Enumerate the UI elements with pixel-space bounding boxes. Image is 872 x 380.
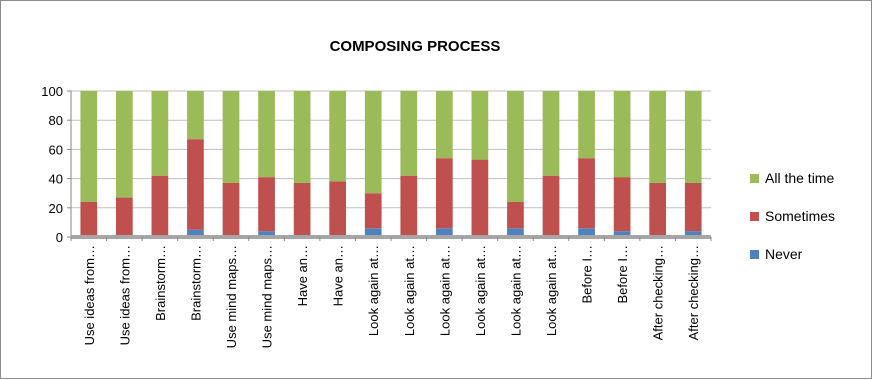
- bar-segment-sometimes: [364, 193, 382, 229]
- bar-segment-sometimes: [578, 158, 595, 229]
- chart-title: COMPOSING PROCESS: [330, 38, 501, 55]
- legend-swatch: [750, 212, 759, 221]
- bar-segment-sometimes: [471, 159, 489, 237]
- bar-segment-all-the-time: [151, 91, 169, 176]
- x-category-label: Look again at…: [366, 245, 381, 336]
- legend: All the time Sometimes Never: [750, 170, 835, 262]
- bar-segment-all-the-time: [684, 91, 702, 183]
- x-category-label: Use ideas from…: [82, 245, 97, 345]
- bar-segment-all-the-time: [578, 91, 595, 159]
- bar-segment-sometimes: [507, 201, 524, 229]
- bar-segment-all-the-time: [329, 91, 347, 182]
- x-category-label: Brainstorm…: [188, 245, 203, 321]
- bar-segment-all-the-time: [613, 91, 631, 178]
- bar-segment-all-the-time: [80, 91, 98, 202]
- bar-segment-all-the-time: [222, 91, 240, 183]
- y-tick-label: 0: [56, 230, 63, 245]
- bar-segment-never: [187, 229, 204, 237]
- x-axis-labels: Use ideas from… Use ideas from… Brainstorm…: [82, 245, 701, 348]
- y-tick-label: 20: [49, 201, 63, 216]
- bar-segment-sometimes: [151, 175, 169, 237]
- y-tick-label: 100: [41, 84, 63, 99]
- axes: [70, 91, 712, 241]
- bar-segment-all-the-time: [364, 91, 382, 194]
- x-category-label: Use mind maps…: [260, 245, 275, 348]
- x-category-label: Look again at…: [402, 245, 417, 336]
- bar-segment-never: [435, 228, 453, 237]
- bar-segment-all-the-time: [400, 91, 418, 176]
- bar-segment-sometimes: [684, 182, 702, 232]
- x-category-label: Look again at…: [544, 245, 559, 336]
- bar-segment-never: [684, 231, 702, 237]
- x-category-label: Look again at…: [473, 245, 488, 336]
- bar-segment-never: [578, 228, 595, 237]
- y-tick-label: 60: [49, 142, 63, 157]
- bar-segment-never: [364, 228, 382, 237]
- legend-label: Never: [765, 246, 803, 262]
- bar-segment-sometimes: [80, 201, 98, 237]
- bar-segment-sometimes: [329, 181, 347, 237]
- bar-segment-sometimes: [613, 177, 631, 232]
- bar-segment-sometimes: [258, 177, 275, 232]
- bar-segment-sometimes: [187, 139, 204, 230]
- bar-segment-all-the-time: [187, 91, 204, 140]
- x-category-label: Brainstorm…: [153, 245, 168, 321]
- x-category-label: Use mind maps…: [224, 245, 239, 348]
- y-tick-label: 40: [49, 172, 63, 187]
- bar-segment-sometimes: [222, 182, 240, 237]
- x-category-label: After checking…: [686, 245, 701, 340]
- bar-segment-sometimes: [115, 197, 133, 237]
- bars: [80, 91, 702, 237]
- bar-segment-all-the-time: [293, 91, 311, 183]
- bar-segment-all-the-time: [471, 91, 489, 160]
- bar-segment-never: [507, 228, 524, 237]
- bar-segment-all-the-time: [435, 91, 453, 159]
- y-tick-label: 80: [49, 113, 63, 128]
- legend-swatch: [750, 174, 759, 183]
- bar-segment-never: [258, 231, 275, 237]
- x-category-label: Look again at…: [437, 245, 452, 336]
- bar-segment-all-the-time: [258, 91, 275, 178]
- bar-segment-all-the-time: [649, 91, 667, 183]
- x-category-label: Look again at…: [508, 245, 523, 336]
- bar-segment-sometimes: [400, 175, 418, 237]
- gridlines: [71, 90, 711, 209]
- x-category-label: Have an…: [331, 245, 346, 306]
- bar-segment-never: [613, 231, 631, 237]
- bar-segment-all-the-time: [507, 91, 524, 202]
- bar-segment-sometimes: [542, 175, 560, 237]
- legend-swatch: [750, 250, 759, 259]
- x-category-label: Have an…: [295, 245, 310, 306]
- legend-label: Sometimes: [765, 208, 835, 224]
- x-category-label: Before I…: [615, 245, 630, 304]
- bar-segment-all-the-time: [115, 91, 133, 198]
- bar-segment-sometimes: [649, 182, 667, 237]
- x-category-label: Before I…: [580, 245, 595, 304]
- x-category-label: After checking…: [651, 245, 666, 340]
- bar-segment-sometimes: [435, 158, 453, 229]
- y-axis-ticks: 0 20 40 60 80 100: [41, 84, 71, 245]
- bar-segment-sometimes: [293, 182, 311, 237]
- x-category-label: Use ideas from…: [117, 245, 132, 345]
- bar-segment-all-the-time: [542, 91, 560, 176]
- legend-label: All the time: [765, 170, 834, 186]
